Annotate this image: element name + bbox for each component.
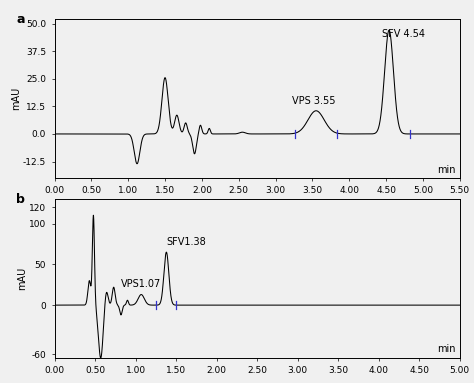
Text: a: a xyxy=(16,13,25,26)
Text: min: min xyxy=(438,165,456,175)
Text: VPS 3.55: VPS 3.55 xyxy=(292,96,335,106)
Text: min: min xyxy=(437,344,456,354)
Y-axis label: mAU: mAU xyxy=(18,267,27,290)
Text: VPS1.07: VPS1.07 xyxy=(121,279,161,289)
Text: b: b xyxy=(16,193,25,206)
Y-axis label: mAU: mAU xyxy=(11,87,21,110)
Text: SFV 4.54: SFV 4.54 xyxy=(383,29,425,39)
Text: SFV1.38: SFV1.38 xyxy=(166,237,206,247)
